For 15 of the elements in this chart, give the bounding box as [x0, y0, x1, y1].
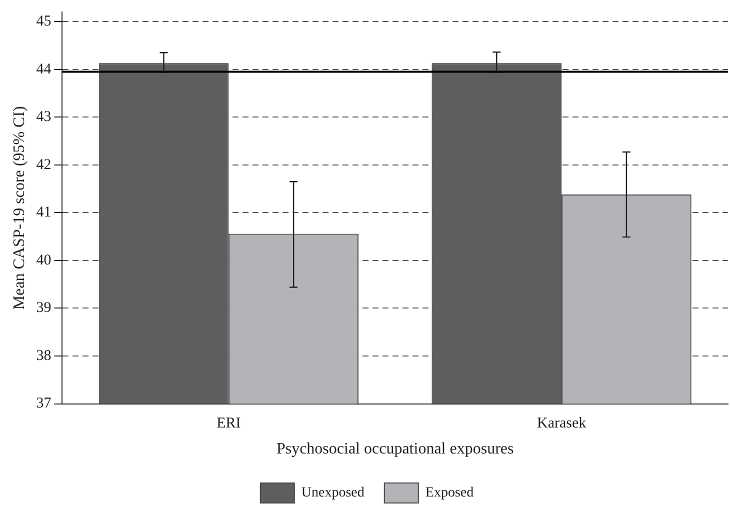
x-tick-label: Karasek — [536, 416, 587, 432]
x-axis-title: Psychosocial occupational exposures — [276, 440, 514, 458]
y-tick-label: 37 — [36, 396, 52, 412]
y-tick-label: 44 — [36, 61, 52, 78]
y-tick-label: 41 — [36, 204, 52, 221]
y-tick-label: 40 — [36, 252, 52, 268]
y-axis-title: Mean CASP-19 score (95% CI) — [10, 106, 28, 310]
legend-label: Unexposed — [301, 486, 364, 501]
y-tick-label: 38 — [36, 348, 52, 364]
y-tick-label: 45 — [36, 13, 52, 30]
y-tick-label: 39 — [36, 300, 52, 316]
x-tick-label: ERI — [216, 416, 241, 432]
legend-label: Exposed — [425, 486, 474, 501]
y-tick-label: 43 — [36, 109, 52, 126]
y-tick-label: 42 — [36, 156, 52, 173]
